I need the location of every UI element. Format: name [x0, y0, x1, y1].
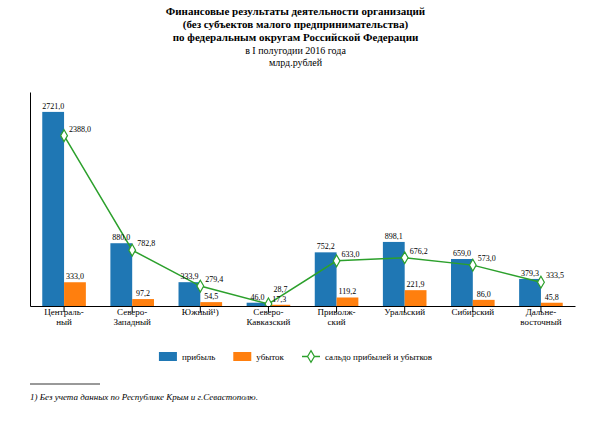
- subtitle: млрд.рублей: [269, 57, 323, 68]
- data-label: 54,5: [204, 292, 218, 301]
- marker: [129, 244, 136, 256]
- tick: Централь-ный: [44, 306, 84, 327]
- data-label: 2721,0: [42, 102, 64, 111]
- title: Финансовые результаты деятельности орган…: [166, 5, 426, 17]
- data-label: 379,3: [521, 269, 539, 278]
- tick-label: Централь-ный: [44, 307, 84, 327]
- data-label: 573,0: [478, 254, 496, 263]
- legend-item: сальдо прибылей и убытков: [302, 351, 432, 363]
- marker: [469, 259, 476, 271]
- data-label: 333,5: [546, 271, 564, 280]
- tick-label: Сибирский: [451, 307, 494, 317]
- data-label: 898,1: [385, 232, 403, 241]
- legend-marker: [308, 351, 315, 363]
- data-label: 633,0: [342, 250, 360, 259]
- bar: [473, 300, 495, 306]
- tick-label: Южный¹): [182, 307, 219, 317]
- data-label: 333,9: [180, 272, 198, 281]
- marker: [401, 252, 408, 264]
- y-axis: [30, 93, 31, 307]
- bar: [110, 243, 132, 306]
- data-label: 97,2: [136, 289, 150, 298]
- footnote-rule: [30, 384, 100, 385]
- tick-label: Дальне-восточный: [520, 307, 561, 327]
- x-axis: Централь-ный Северо-Западный Южный¹) Северо…: [31, 306, 576, 327]
- data-label: 45,8: [545, 293, 559, 302]
- plot-area: [42, 112, 562, 306]
- legend: прибыль убыток сальдо прибылей и убытков: [159, 351, 432, 363]
- bar-series: [42, 112, 541, 306]
- bar: [200, 302, 222, 306]
- legend-item: убыток: [233, 352, 284, 362]
- data-label: 752,2: [317, 242, 335, 251]
- data-label: 119,2: [339, 287, 357, 296]
- legend-label: прибыль: [182, 352, 215, 362]
- tick: Сибирский: [451, 306, 494, 317]
- marker: [197, 280, 204, 292]
- bar: [383, 242, 405, 306]
- bar-series: [64, 282, 563, 306]
- tick-label: Приволж-ский: [318, 307, 356, 327]
- data-label: 17,3: [272, 295, 286, 304]
- data-label: 28,7: [273, 285, 287, 294]
- legend-label: сальдо прибылей и убытков: [325, 352, 432, 362]
- marker: [61, 130, 68, 142]
- tick-label: Северо-Западный: [113, 307, 151, 327]
- tick-label: Северо-Кавказский: [246, 307, 290, 327]
- tick-label: Уральский: [384, 307, 425, 317]
- data-labels: 2721,0 880,0 333,9 46,0 752,2 898,1 659,0 379,3…: [42, 102, 564, 304]
- data-label: 676,2: [410, 247, 428, 256]
- marker: [538, 276, 545, 288]
- legend-swatch: [159, 352, 177, 361]
- tick: Южный¹): [182, 306, 219, 317]
- data-label: 659,0: [453, 249, 471, 258]
- footnote: 1) Без учета данных по Республике Крым и…: [30, 392, 258, 402]
- data-label: 279,4: [205, 275, 223, 284]
- tick: Северо-Западный: [113, 306, 151, 327]
- data-label: 333,0: [66, 272, 84, 281]
- data-label: 86,0: [477, 290, 491, 299]
- tick: Дальне-восточный: [520, 306, 561, 327]
- data-label: 46,0: [251, 293, 265, 302]
- subtitle: в I полугодии 2016 года: [245, 45, 346, 56]
- legend-item: прибыль: [159, 352, 215, 362]
- line: [64, 136, 541, 304]
- data-label: 782,8: [137, 239, 155, 248]
- title: по федеральным округам Российской Федера…: [173, 31, 419, 43]
- data-label: 880,0: [112, 233, 130, 242]
- bar: [64, 282, 86, 306]
- bar: [405, 290, 427, 306]
- tick: Уральский: [384, 306, 425, 317]
- data-label: 2388,0: [69, 125, 91, 134]
- legend-swatch: [233, 352, 251, 361]
- legend-label: убыток: [256, 352, 284, 362]
- bar: [337, 297, 359, 306]
- data-label: 221,9: [407, 280, 425, 289]
- bar: [541, 303, 563, 306]
- markers: [61, 130, 545, 306]
- bar: [42, 112, 64, 306]
- bar: [132, 299, 154, 306]
- y-axis-line: [30, 93, 31, 307]
- marker: [333, 255, 340, 267]
- marker: [265, 298, 272, 306]
- title: (без субъектов малого предпринимательств…: [183, 18, 409, 31]
- chart: Финансовые результаты деятельности орган…: [0, 0, 591, 424]
- tick: Северо-Кавказский: [246, 306, 290, 327]
- tick: Приволж-ский: [318, 306, 356, 327]
